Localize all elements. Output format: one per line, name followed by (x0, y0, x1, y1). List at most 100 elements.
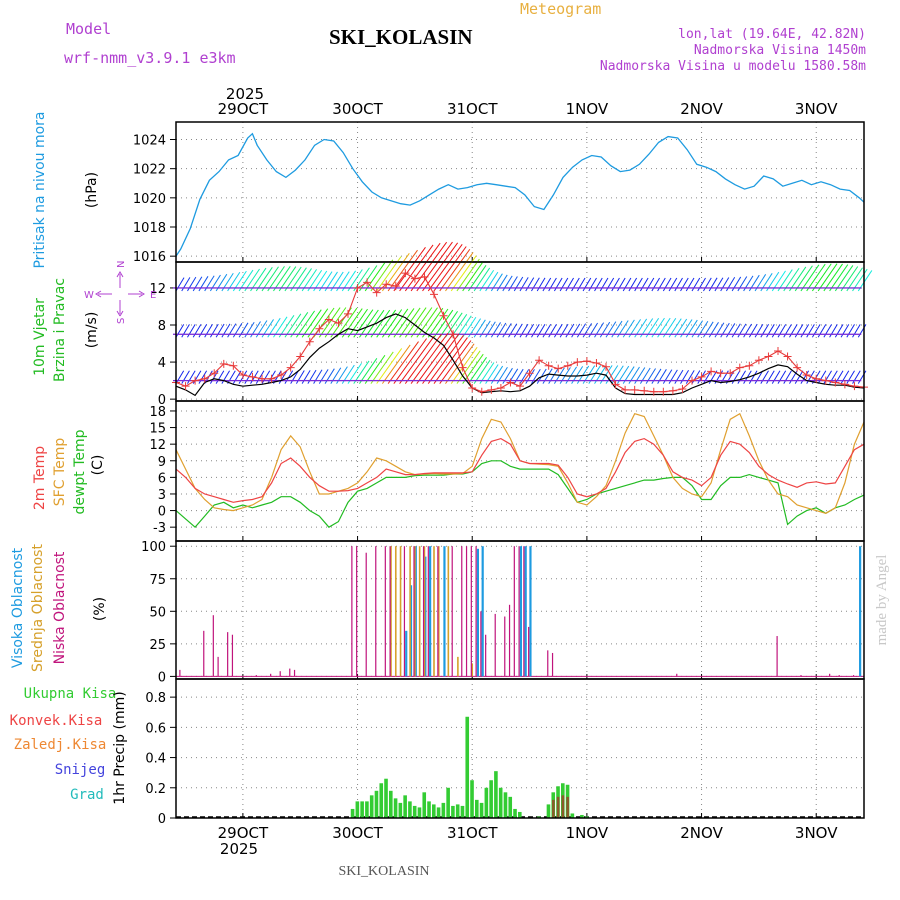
wind-arrow (255, 267, 273, 292)
cloud-bar-low (365, 552, 367, 677)
wind-arrow (404, 307, 427, 338)
wind-arrow (834, 324, 844, 338)
wind-arrow (215, 370, 225, 384)
precip-bar-total (446, 787, 450, 818)
precip-bar-total (360, 801, 364, 818)
precip-panel: 0 0.2 0.4 0.6 0.8 (145, 678, 865, 827)
wind-arrow (777, 370, 787, 384)
bottom-year-label: 2025 (220, 840, 258, 858)
wind-arrow (703, 321, 714, 338)
wind-gust-marker (229, 361, 238, 370)
precip-bar-convective (556, 796, 560, 818)
wind-arrow (840, 370, 850, 384)
cloud-bar-low (475, 546, 477, 677)
precip-bar-total (498, 787, 503, 818)
wind-arrow (714, 277, 724, 292)
wind-arrow (439, 248, 471, 292)
wind-gust-marker (707, 367, 716, 376)
wind-ylabel2: Brzina i Pravac (52, 278, 68, 382)
wind-arrow (622, 277, 632, 292)
wind-arrow (187, 370, 196, 384)
wind-arrow (404, 333, 442, 384)
precip-bar-total (455, 804, 460, 818)
precip-bar-total (513, 808, 517, 818)
wind-arrow (387, 308, 409, 338)
wind-gust-marker (516, 382, 524, 391)
wind-arrow (187, 324, 196, 338)
wind-arrow (261, 266, 279, 292)
cloud-bar-high (424, 556, 427, 677)
wind-arrow (731, 276, 742, 292)
wind-arrow (628, 277, 638, 292)
cloud-bar-mid (437, 546, 440, 677)
wind-gust-marker (363, 278, 372, 287)
wind-gust-marker (210, 369, 219, 378)
wind-arrow (548, 323, 557, 338)
wind-gust-marker (286, 363, 295, 372)
wind-gust-marker (563, 361, 572, 370)
cloud-tick-label: 100 (141, 540, 166, 555)
wind-gust-marker (496, 384, 505, 393)
cloud-bar-low (203, 630, 205, 677)
wind-arrow (771, 370, 781, 384)
wind-arrow (766, 370, 775, 384)
cloud-bar-high (859, 546, 862, 677)
wind-arrow (278, 266, 297, 292)
wind-arrow (410, 307, 433, 338)
wind-arrow (181, 277, 191, 292)
wind-arrow (467, 264, 487, 292)
wind-arrow (553, 277, 563, 292)
cloud-bar-low (255, 675, 257, 677)
wind-arrow (399, 335, 435, 384)
cloud-bar-low (508, 604, 511, 677)
wind-arrow (789, 324, 798, 338)
cloud-bar-low (465, 546, 468, 677)
wind-arrow (519, 277, 529, 292)
wind-gust-marker (630, 385, 639, 394)
wind-arrow (307, 369, 317, 384)
wind-arrow (364, 354, 386, 384)
wind-arrow (639, 277, 649, 292)
cloud-bar-low (547, 650, 549, 677)
wind-arrow (198, 370, 208, 384)
wind-gust-marker (277, 371, 286, 380)
wind-arrow (301, 309, 322, 338)
bottom-day-labels: 29OCT 30OCT 31OCT 1NOV 2NOV 3NOV (218, 824, 839, 842)
temp-tick-label: 9 (158, 455, 166, 470)
cloud-bar-low (504, 616, 506, 677)
wind-arrow (307, 308, 329, 338)
wind-arrow (846, 370, 855, 384)
wind-arrow (513, 323, 523, 338)
precip-bar-total (489, 780, 493, 818)
wind-arrow (387, 341, 419, 384)
precip-bar-total (365, 801, 369, 818)
wind-arrow (227, 370, 236, 384)
wind-arrow (198, 324, 208, 338)
wind-gust-marker (821, 376, 830, 385)
pressure-tick-label: 1018 (133, 221, 166, 236)
wind-arrow (834, 265, 854, 292)
cloud-bar-low (384, 546, 386, 677)
wind-arrow (691, 370, 701, 384)
wind-arrow (513, 276, 524, 292)
wind-arrow (748, 370, 758, 384)
wind-arrow (376, 348, 403, 384)
wind-arrow (273, 266, 291, 292)
precip-bar-total (417, 807, 422, 818)
wind-arrow (800, 264, 820, 292)
wind-arrow (731, 323, 741, 338)
wind-arrow (381, 344, 411, 384)
wind-arrow (445, 343, 475, 384)
precip-bar-total (460, 805, 465, 818)
cloud-bar-low (212, 615, 214, 677)
temp-tick-label: 6 (158, 471, 166, 486)
precip-bar-total (350, 808, 355, 818)
wind-gust-marker (735, 363, 744, 372)
cloud-bar-low (494, 613, 496, 677)
wind-arrow (433, 246, 467, 292)
wind-gust-marker (668, 386, 677, 395)
wind-arrow (771, 324, 781, 338)
cloud-bar-low (437, 546, 439, 677)
wind-arrow (359, 309, 379, 338)
wind-legend-west: W (84, 290, 94, 301)
